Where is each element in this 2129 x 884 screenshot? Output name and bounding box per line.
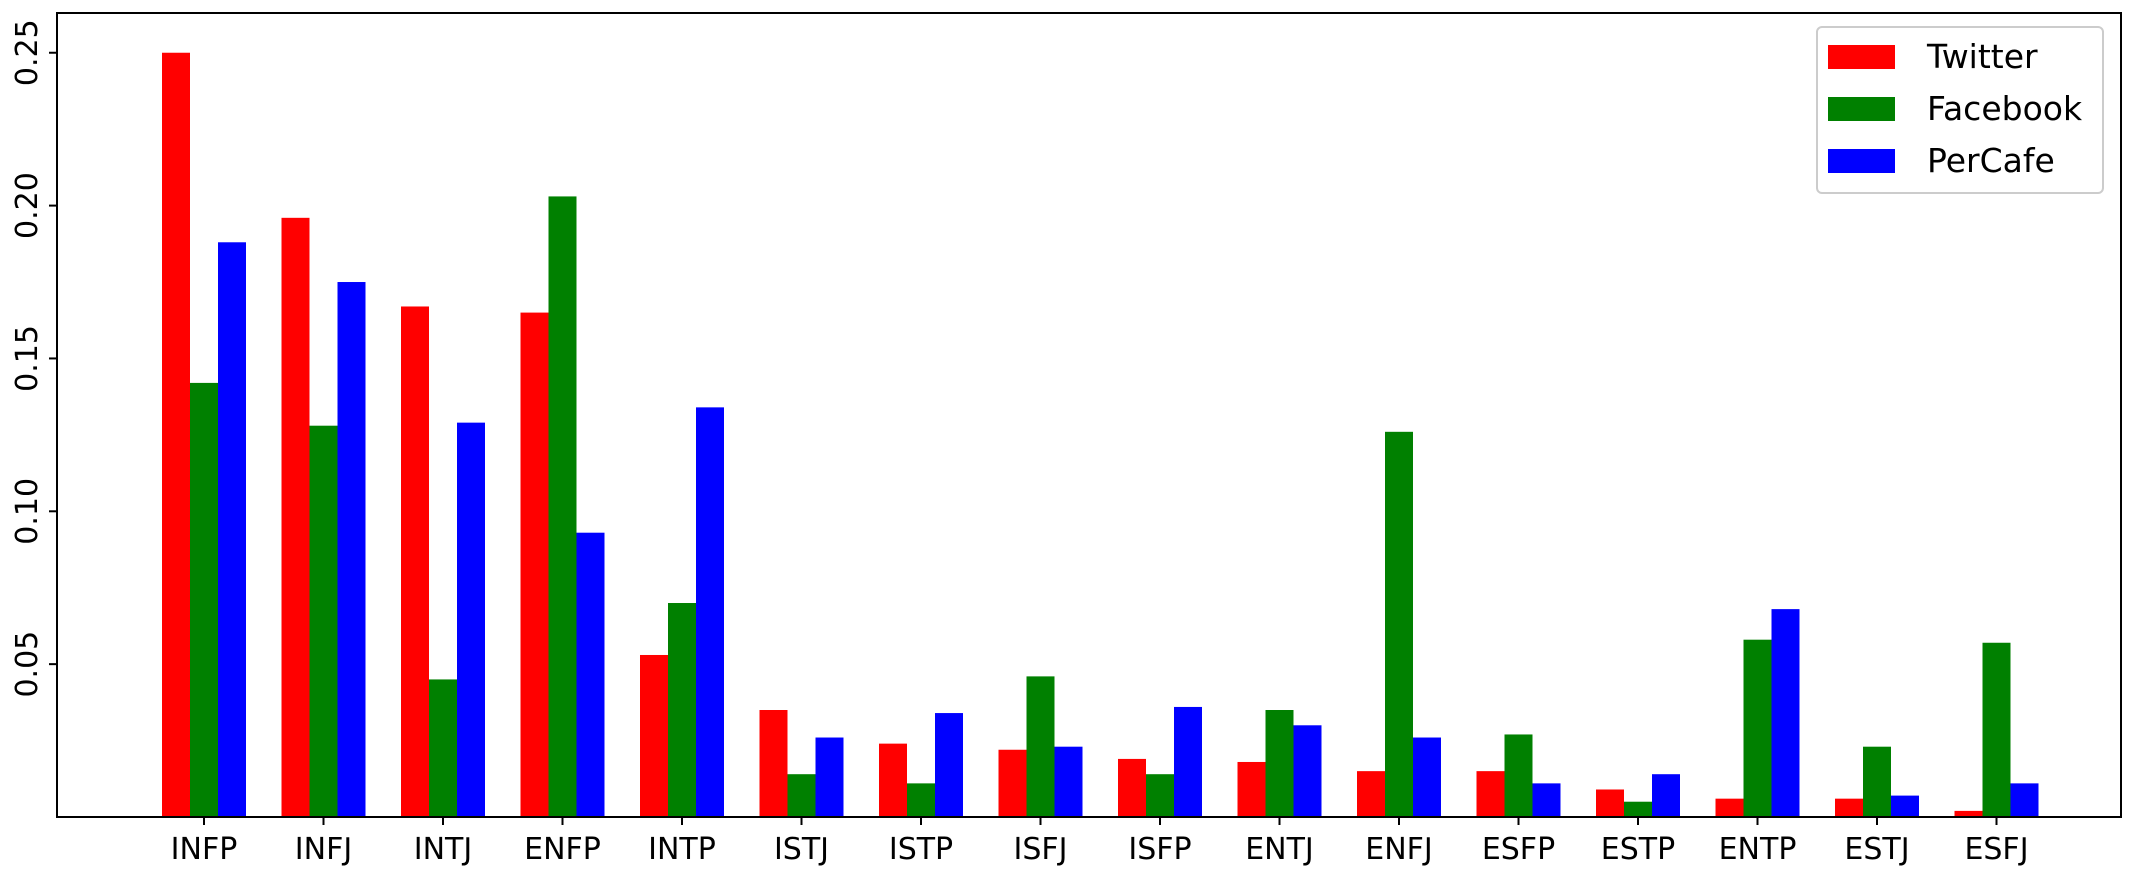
bar-percafe-enfj <box>1413 737 1441 817</box>
bar-twitter-istj <box>759 710 788 817</box>
bar-twitter-entp <box>1715 798 1744 817</box>
x-tick-label: ESTP <box>1601 832 1675 867</box>
legend-label-percafe: PerCafe <box>1927 141 2055 180</box>
x-tick-label: ENTP <box>1719 832 1797 867</box>
y-tick-label: 0.10 <box>10 478 45 545</box>
bar-facebook-infj <box>309 425 338 817</box>
bar-facebook-infp <box>190 382 218 817</box>
bar-facebook-esfp <box>1504 734 1533 817</box>
x-tick-label: INFJ <box>295 832 352 867</box>
bar-facebook-estp <box>1624 801 1652 817</box>
bar-twitter-estj <box>1835 798 1863 817</box>
bar-percafe-estj <box>1891 795 1919 817</box>
x-tick-label: ESFP <box>1482 832 1555 867</box>
bar-facebook-intj <box>429 679 457 817</box>
bar-percafe-esfp <box>1532 783 1561 817</box>
bar-twitter-intp <box>640 654 668 817</box>
bar-facebook-estj <box>1863 746 1891 817</box>
x-tick-label: ISTP <box>889 832 953 867</box>
y-axis: 0.05 0.10 0.15 0.20 0.25 <box>10 19 57 698</box>
legend-swatch-facebook <box>1828 97 1895 121</box>
x-tick-label: ENTJ <box>1245 832 1314 867</box>
bar-percafe-enfp <box>576 532 605 817</box>
legend-swatch-twitter <box>1828 45 1895 69</box>
bar-twitter-infj <box>281 217 310 817</box>
x-tick-label: ENFP <box>524 832 601 867</box>
x-tick-label: ENFJ <box>1365 832 1433 867</box>
x-tick-label: ESFJ <box>1964 832 2028 867</box>
plot-area <box>57 13 2121 817</box>
legend-swatch-percafe <box>1828 149 1895 173</box>
bar-percafe-istj <box>815 737 844 817</box>
bar-twitter-esfp <box>1476 771 1505 817</box>
bar-facebook-intp <box>668 603 696 817</box>
bar-twitter-estp <box>1596 789 1624 817</box>
bar-facebook-esfj <box>1982 642 2011 817</box>
bar-twitter-enfp <box>520 312 549 817</box>
bar-facebook-isfj <box>1026 676 1055 817</box>
bar-percafe-entj <box>1293 725 1322 817</box>
x-axis: INFP INFJ INTJ ENFP INTP ISTJ ISTP ISFJ ISFP ENTJ… <box>171 817 2029 867</box>
bar-percafe-isfj <box>1054 746 1083 817</box>
x-tick-label: ISFP <box>1128 832 1191 867</box>
bar-percafe-istp <box>935 713 963 817</box>
bar-percafe-infp <box>218 242 246 817</box>
bar-facebook-istj <box>787 774 816 817</box>
legend: Twitter Facebook PerCafe <box>1816 26 2104 194</box>
bar-twitter-enfj <box>1357 771 1385 817</box>
bar-twitter-istp <box>879 743 907 817</box>
bar-twitter-intj <box>401 306 429 817</box>
plot-frame <box>56 12 2122 818</box>
x-tick-label: INFP <box>171 832 238 867</box>
x-tick-label: ISTJ <box>774 832 829 867</box>
bar-twitter-infp <box>162 52 190 818</box>
bar-facebook-enfj <box>1385 431 1413 817</box>
bar-twitter-entj <box>1237 761 1266 817</box>
bar-facebook-entj <box>1265 710 1294 817</box>
bar-percafe-infj <box>337 282 366 817</box>
x-tick-label: ISFJ <box>1014 832 1068 867</box>
y-tick-label: 0.20 <box>10 172 45 239</box>
bar-facebook-isfp <box>1146 774 1174 817</box>
x-tick-label: ESTJ <box>1844 832 1909 867</box>
bar-percafe-esfj <box>2010 783 2039 817</box>
bar-percafe-estp <box>1652 774 1680 817</box>
x-tick-label: INTP <box>648 832 716 867</box>
bar-twitter-isfj <box>998 749 1027 817</box>
bar-facebook-enfp <box>548 196 577 818</box>
bars-group <box>162 52 2039 818</box>
bar-facebook-istp <box>907 783 935 817</box>
bar-facebook-entp <box>1743 639 1772 817</box>
legend-label-facebook: Facebook <box>1927 89 2083 128</box>
bar-twitter-esfj <box>1954 810 1983 817</box>
bar-percafe-intp <box>696 407 724 817</box>
legend-label-twitter: Twitter <box>1926 37 2038 76</box>
bar-percafe-intj <box>457 422 485 817</box>
y-tick-label: 0.05 <box>10 631 45 698</box>
y-tick-label: 0.15 <box>10 325 45 392</box>
bar-percafe-entp <box>1771 609 1800 817</box>
bar-twitter-isfp <box>1118 758 1146 817</box>
bar-percafe-isfp <box>1174 706 1202 817</box>
y-tick-label: 0.25 <box>10 19 45 86</box>
x-tick-label: INTJ <box>414 832 472 867</box>
